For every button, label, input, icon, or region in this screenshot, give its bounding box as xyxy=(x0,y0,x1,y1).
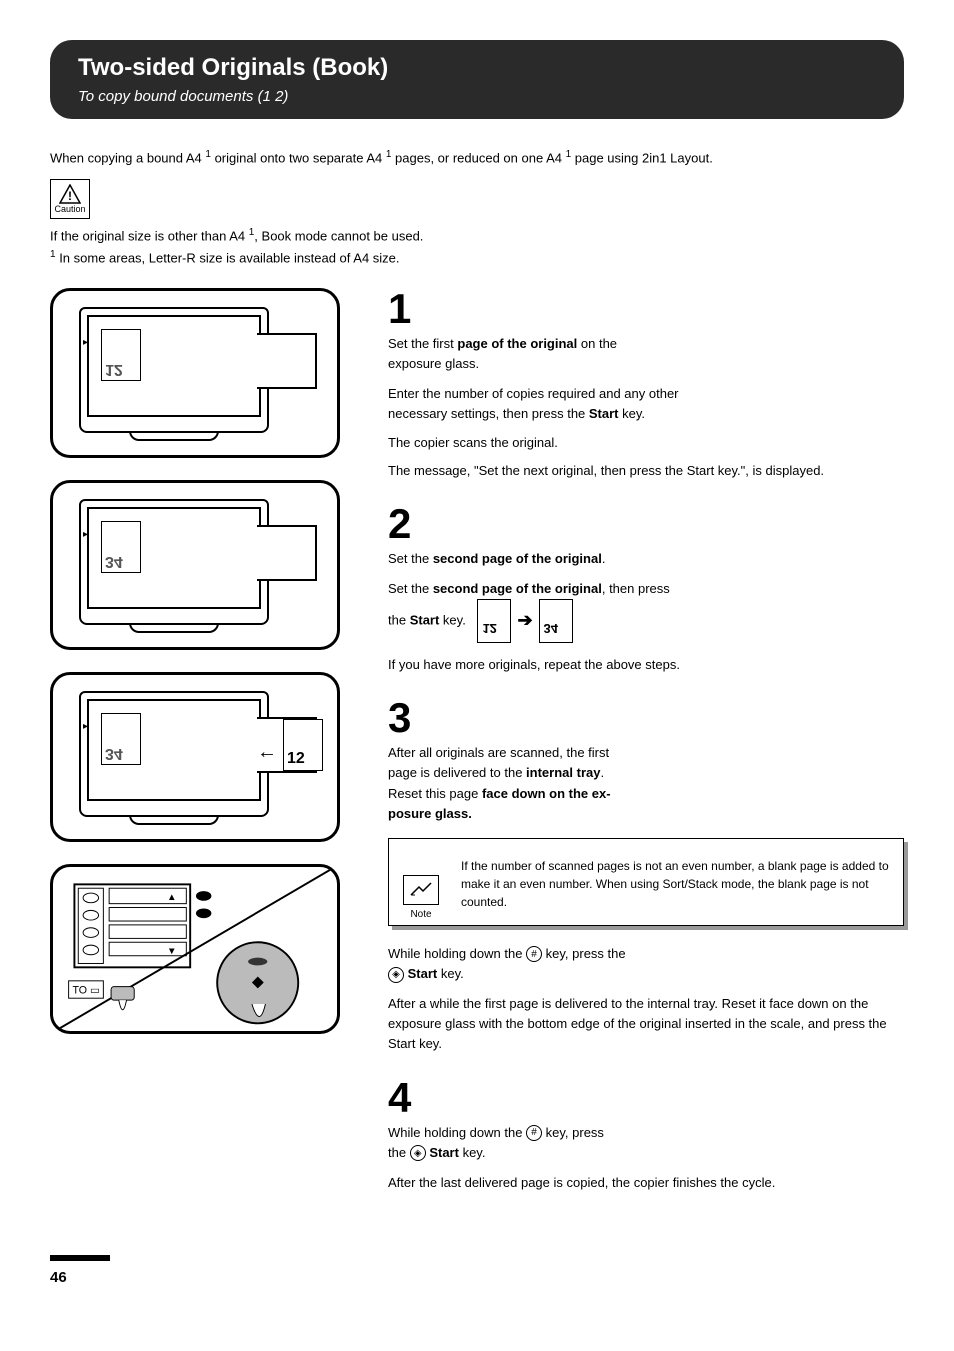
step4-text: While holding down the # key, press the … xyxy=(388,1123,904,1163)
doc-label-34: 34 xyxy=(105,744,123,762)
note-icon: Note xyxy=(403,875,439,923)
step-number: 2 xyxy=(388,503,904,545)
doc-out-label: 12 xyxy=(287,750,305,768)
step-number: 1 xyxy=(388,288,904,330)
step-text-bold: posure glass. xyxy=(388,806,472,821)
step-text-bold: face down on the ex- xyxy=(482,786,611,801)
step-text-bold: page of the original xyxy=(457,336,577,351)
step1-result1: The copier scans the original. xyxy=(388,433,904,453)
arrow-right-icon: ➔ xyxy=(517,607,532,635)
intro-text: When copying a bound A4 xyxy=(50,150,205,165)
step2-detail: Set the second page of the original, the… xyxy=(388,579,904,643)
step3-result: After a while the first page is delivere… xyxy=(388,994,904,1054)
step-text-bold: second page of the original xyxy=(433,551,602,566)
step2-illustration: ▸ 34 xyxy=(50,480,340,650)
svg-text:◆: ◆ xyxy=(252,974,264,991)
body-text-bold: Start xyxy=(589,406,619,421)
caution-row: ! Caution xyxy=(50,179,904,219)
step-text-bold: internal tray xyxy=(526,765,600,780)
intro-text: page using 2in1 Layout. xyxy=(571,150,713,165)
body-text-bold: Start xyxy=(408,966,438,981)
step-text: Set the xyxy=(388,551,433,566)
body-text: Set the xyxy=(388,581,433,596)
body-text: key. xyxy=(437,966,464,981)
step-text: on the xyxy=(577,336,617,351)
body-text: key. xyxy=(439,613,466,628)
step1-block: 1 Set the first page of the original on … xyxy=(388,288,904,481)
section-subtitle: To copy bound documents (1 2) xyxy=(78,88,876,105)
step-text: the xyxy=(388,1145,410,1160)
caution-icon: ! Caution xyxy=(50,179,90,219)
caution-body: , Book mode cannot be used. xyxy=(254,228,423,243)
step2-repeat: If you have more originals, repeat the a… xyxy=(388,655,904,675)
step-text: Reset this page xyxy=(388,786,482,801)
step3-illustration: ▸ 34 ← 12 xyxy=(50,672,340,842)
intro-text: pages, or reduced on one A4 xyxy=(391,150,565,165)
caution-body: If the original size is other than A4 xyxy=(50,228,249,243)
step-number: 4 xyxy=(388,1077,904,1119)
step4-illustration: ▲ ▼ TO ▭ ◆ xyxy=(50,864,340,1034)
mini-page-label: 12 xyxy=(482,618,496,638)
step-text: After all originals are scanned, the fir… xyxy=(388,745,609,760)
step1-result2: The message, "Set the next original, the… xyxy=(388,461,904,481)
body-text: necessary settings, then press the xyxy=(388,406,589,421)
note-box: Note If the number of scanned pages is n… xyxy=(388,838,904,926)
body-text: the xyxy=(388,613,410,628)
step4-block: 4 While holding down the # key, press th… xyxy=(388,1077,904,1193)
caution-label: Caution xyxy=(54,204,85,214)
step3-text: After all originals are scanned, the fir… xyxy=(388,743,904,824)
svg-text:TO ▭: TO ▭ xyxy=(72,984,100,996)
step4-result: After the last delivered page is copied,… xyxy=(388,1173,904,1193)
section-header: Two-sided Originals (Book) To copy bound… xyxy=(50,40,904,119)
start-key-icon: ◈ xyxy=(410,1145,426,1161)
intro-paragraph: When copying a bound A4 1 original onto … xyxy=(50,147,904,169)
footnote-text: In some areas, Letter-R size is availabl… xyxy=(59,250,399,265)
body-text: , then press xyxy=(602,581,670,596)
left-column: ▸ 12 ▸ 34 xyxy=(50,288,350,1215)
step1-detail: Enter the number of copies required and … xyxy=(388,384,904,424)
step1-text: Set the first page of the original on th… xyxy=(388,334,904,374)
step-text: key, press xyxy=(546,1125,604,1140)
step2-text: Set the second page of the original. xyxy=(388,549,904,569)
step-text: page is delivered to the xyxy=(388,765,526,780)
step3-detail: While holding down the # key, press the … xyxy=(388,944,904,984)
page-number: 46 xyxy=(50,1269,904,1286)
hash-key-icon: # xyxy=(526,946,542,962)
doc-label-12: 12 xyxy=(105,360,123,378)
step3-block: 3 After all originals are scanned, the f… xyxy=(388,697,904,1054)
body-text-bold: second page of the original xyxy=(433,581,602,596)
step-text-bold: Start xyxy=(429,1145,459,1160)
body-text: While holding down the xyxy=(388,946,526,961)
step1-illustration: ▸ 12 xyxy=(50,288,340,458)
arrow-left-icon: ← xyxy=(257,741,277,764)
step2-block: 2 Set the second page of the original. S… xyxy=(388,503,904,675)
svg-text:▲: ▲ xyxy=(167,892,177,903)
step-text: Set the first xyxy=(388,336,457,351)
step-number: 3 xyxy=(388,697,904,739)
section-title: Two-sided Originals (Book) xyxy=(78,54,876,82)
step-text: . xyxy=(602,551,606,566)
doc-label-34: 34 xyxy=(105,552,123,570)
body-text-bold: Start xyxy=(410,613,440,628)
step-text: . xyxy=(600,765,604,780)
step-text: key. xyxy=(463,1145,486,1160)
hash-key-icon: # xyxy=(526,1125,542,1141)
start-key-icon: ◈ xyxy=(388,967,404,983)
caution-text: If the original size is other than A4 1,… xyxy=(50,225,904,268)
svg-text:▼: ▼ xyxy=(167,946,177,957)
page-flow-diagram: 12 ➔ 34 xyxy=(477,599,572,643)
step-text: While holding down the xyxy=(388,1125,526,1140)
intro-text: original onto two separate A4 xyxy=(211,150,386,165)
body-text: key. xyxy=(619,406,646,421)
svg-text:!: ! xyxy=(68,189,72,203)
body-text: Enter the number of copies required and … xyxy=(388,386,679,401)
footnote-marker: 1 xyxy=(50,249,56,260)
step-text: exposure glass. xyxy=(388,356,479,371)
page-footer-rule xyxy=(50,1255,110,1261)
note-label: Note xyxy=(410,909,431,920)
right-column: 1 Set the first page of the original on … xyxy=(388,288,904,1215)
note-body: If the number of scanned pages is not an… xyxy=(461,857,889,911)
mini-page-label: 34 xyxy=(544,618,558,638)
body-text: key, press the xyxy=(546,946,626,961)
